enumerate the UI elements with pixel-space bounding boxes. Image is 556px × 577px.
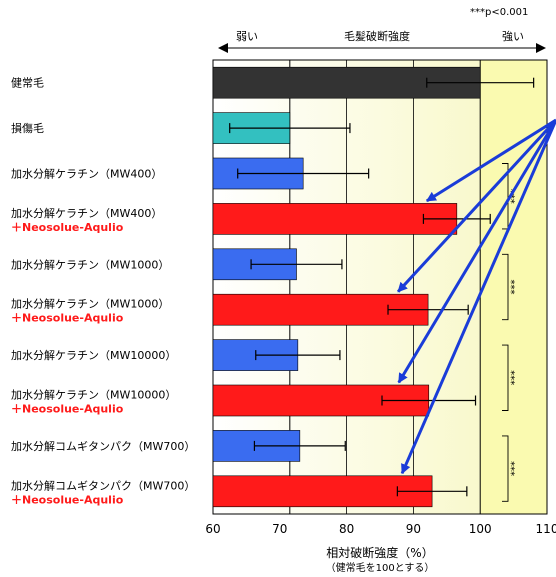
x-tick-label: 110 bbox=[536, 522, 556, 536]
error-bar bbox=[387, 304, 469, 315]
category-sublabel: ＋Neosolue-Aqulio bbox=[11, 312, 124, 325]
significance-label: *** bbox=[505, 370, 516, 385]
category-label: 加水分解コムギタンパク（MW700） bbox=[11, 439, 195, 453]
error-bar bbox=[255, 350, 341, 361]
x-tick-label: 70 bbox=[272, 522, 287, 536]
x-tick-label: 100 bbox=[469, 522, 492, 536]
highlight-region bbox=[480, 60, 547, 514]
category-label: 加水分解ケラチン（MW1000） bbox=[11, 297, 169, 311]
category-label: 健常毛 bbox=[11, 77, 44, 90]
significance-label: *** bbox=[505, 461, 516, 476]
x-axis-note: （健常毛を100とする） bbox=[326, 561, 435, 574]
highlight-arrow bbox=[397, 119, 556, 384]
strength-strong-label: 強い bbox=[502, 30, 524, 43]
category-label: 加水分解コムギタンパク（MW700） bbox=[11, 478, 195, 492]
category-label: 加水分解ケラチン（MW10000） bbox=[11, 348, 176, 362]
error-bar bbox=[381, 395, 477, 406]
category-sublabel: ＋Neosolue-Aqulio bbox=[11, 403, 124, 416]
highlight-arrows bbox=[396, 118, 556, 475]
x-tick-labels: 60 70 80 90 100 110 bbox=[205, 522, 556, 536]
highlight-arrow bbox=[400, 119, 556, 475]
x-axis-title: 相対破断強度（%） bbox=[326, 545, 433, 560]
significance-label: *** bbox=[505, 280, 516, 295]
x-tick-label: 80 bbox=[339, 522, 354, 536]
plot-area: ************ bbox=[212, 59, 548, 515]
category-label: 加水分解ケラチン（MW400） bbox=[11, 206, 162, 220]
category-sublabel: ＋Neosolue-Aqulio bbox=[11, 221, 124, 234]
error-bar bbox=[229, 123, 351, 134]
strength-axis: 弱い 毛髪破断強度 強い bbox=[218, 29, 546, 53]
category-labels: 健常毛損傷毛加水分解ケラチン（MW400）加水分解ケラチン（MW400）＋Neo… bbox=[11, 77, 195, 507]
significance-bracket: *** bbox=[502, 435, 516, 502]
strength-weak-label: 弱い bbox=[236, 30, 258, 43]
highlight-arrow bbox=[425, 118, 556, 203]
error-bar bbox=[426, 77, 535, 88]
bar bbox=[212, 203, 458, 235]
error-bar bbox=[422, 213, 491, 224]
strength-title: 毛髪破断強度 bbox=[344, 29, 410, 43]
category-label: 損傷毛 bbox=[11, 121, 44, 135]
category-label: 加水分解ケラチン（MW1000） bbox=[11, 257, 169, 271]
error-bar bbox=[396, 486, 468, 497]
error-bar bbox=[237, 168, 370, 179]
significance-note: ***p<0.001 bbox=[470, 7, 528, 18]
error-bar bbox=[250, 259, 343, 270]
category-sublabel: ＋Neosolue-Aqulio bbox=[11, 493, 124, 506]
highlight-arrow bbox=[396, 118, 556, 293]
category-label: 加水分解ケラチン（MW10000） bbox=[11, 388, 176, 402]
significance-bracket: *** bbox=[502, 253, 516, 321]
plot-frame bbox=[212, 59, 548, 515]
x-tick-label: 90 bbox=[406, 522, 421, 536]
significance-bracket: *** bbox=[502, 344, 516, 411]
x-tick-label: 60 bbox=[205, 522, 220, 536]
category-label: 加水分解ケラチン（MW400） bbox=[11, 167, 162, 181]
error-bar bbox=[253, 440, 346, 451]
